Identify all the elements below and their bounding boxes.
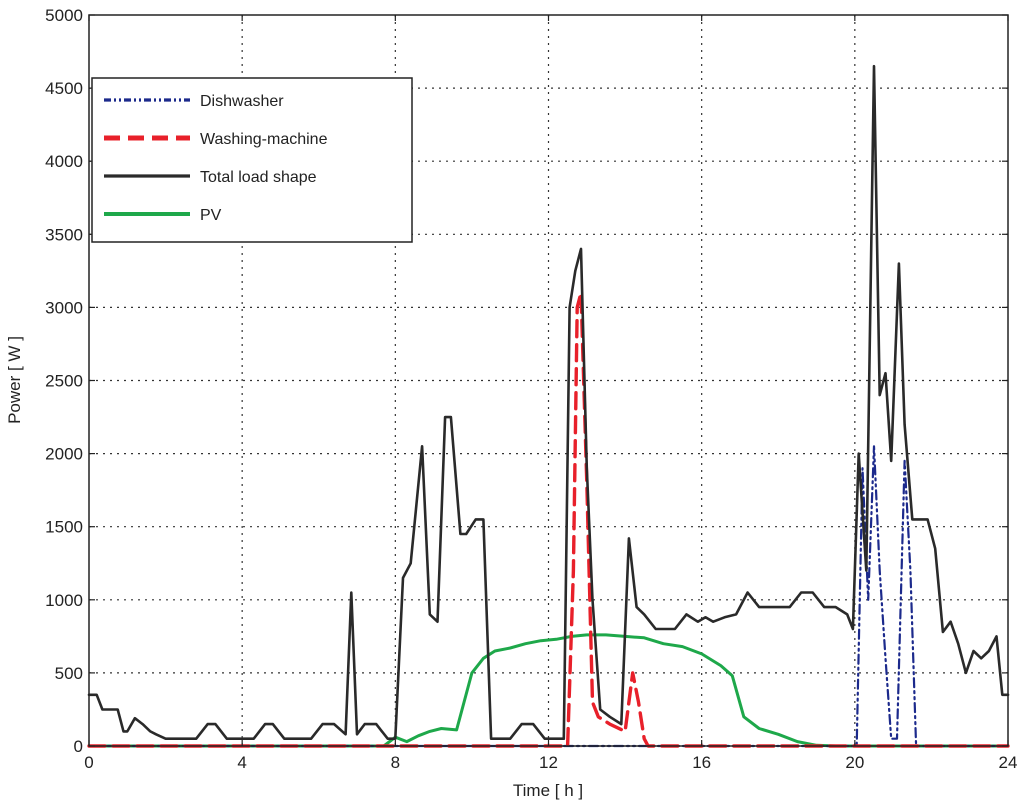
x-axis-title: Time [ h ] <box>513 781 583 800</box>
x-tick-label: 4 <box>237 753 246 772</box>
legend-label: Dishwasher <box>200 93 284 110</box>
y-tick-label: 4500 <box>45 79 83 98</box>
y-tick-label: 0 <box>74 737 83 756</box>
y-axis-title: Power [ W ] <box>5 336 24 424</box>
y-tick-label: 4000 <box>45 152 83 171</box>
y-tick-label: 3500 <box>45 225 83 244</box>
x-tick-labels: 0 4 8 12 16 20 24 <box>84 15 1017 772</box>
y-tick-labels: 0 500 1000 1500 2000 2500 3000 3500 4000 4500 5000 <box>45 6 1008 756</box>
series-line-pv <box>87 633 1010 748</box>
series-line-total-load-shape <box>87 64 1010 741</box>
y-tick-label: 3000 <box>45 298 83 317</box>
series-line-dishwasher <box>87 445 1010 748</box>
y-tick-label: 1500 <box>45 518 83 537</box>
legend-label: Washing-machine <box>200 131 328 148</box>
x-tick-label: 20 <box>845 753 864 772</box>
x-tick-label: 0 <box>84 753 93 772</box>
y-tick-label: 500 <box>55 664 83 683</box>
legend: Dishwasher Washing-machine Total load shap… <box>91 77 413 243</box>
series-lines <box>87 64 1010 748</box>
series-line-washing-machine <box>87 291 1010 748</box>
y-tick-label: 5000 <box>45 6 83 25</box>
x-tick-label: 8 <box>391 753 400 772</box>
y-tick-label: 1000 <box>45 591 83 610</box>
legend-label: Total load shape <box>200 169 317 186</box>
grid <box>89 15 1008 746</box>
y-tick-label: 2500 <box>45 372 83 391</box>
x-tick-label: 16 <box>692 753 711 772</box>
x-tick-label: 12 <box>539 753 558 772</box>
x-tick-label: 24 <box>999 753 1018 772</box>
legend-label: PV <box>200 207 222 224</box>
y-tick-label: 2000 <box>45 445 83 464</box>
